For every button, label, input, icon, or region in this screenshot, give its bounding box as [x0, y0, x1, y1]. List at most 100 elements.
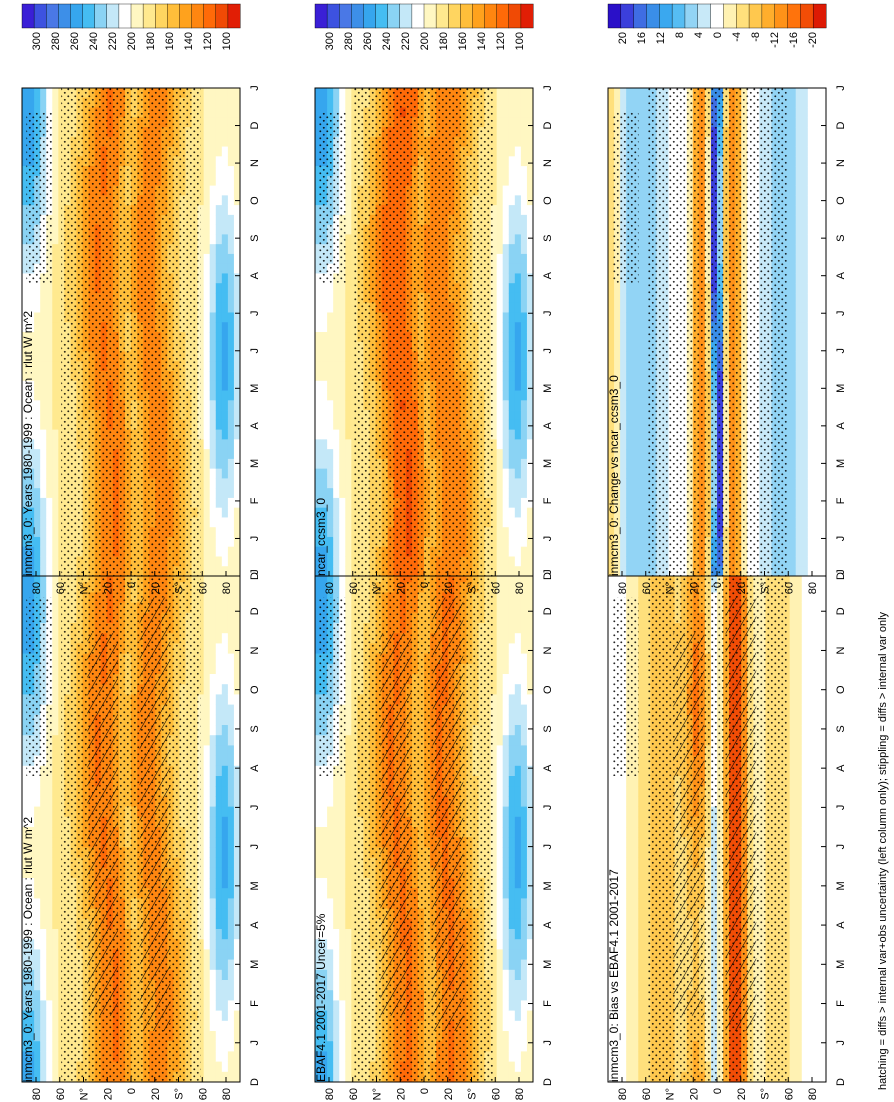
heatmap-cell [52, 1031, 59, 1042]
heatmap-cell [345, 990, 352, 1001]
heatmap-cell [40, 429, 47, 440]
heatmap-cell [209, 361, 217, 372]
heatmap-cell [209, 136, 217, 147]
heatmap-cell [321, 1000, 328, 1011]
heatmap-cell [233, 546, 241, 557]
heatmap-cell [221, 292, 229, 304]
heatmap-cell [333, 949, 340, 960]
heatmap-cell [203, 371, 211, 382]
heatmap-cell [52, 527, 59, 538]
month-tick-label: J [249, 536, 261, 542]
heatmap-cell [227, 410, 235, 421]
heatmap-cell [22, 371, 29, 382]
heatmap-cell [46, 292, 53, 304]
heatmap-cell [227, 156, 235, 167]
heatmap-cell [345, 633, 352, 644]
heatmap-cell [52, 292, 59, 304]
heatmap-cell [52, 816, 59, 828]
heatmap-cell [197, 643, 205, 654]
month-tick-label: D [249, 607, 261, 615]
heatmap-cell [333, 1000, 340, 1011]
heatmap-cell [46, 322, 53, 333]
heatmap-cell [315, 1061, 322, 1073]
heatmap-cell [221, 1051, 229, 1062]
heatmap-cell [52, 949, 59, 960]
heatmap-cell [28, 88, 35, 99]
heatmap-cell [203, 283, 211, 294]
heatmap-cell [197, 847, 205, 858]
heatmap-cell [46, 786, 53, 797]
heatmap-cell [227, 1031, 235, 1042]
heatmap-cell [34, 88, 41, 99]
heatmap-cell [215, 127, 223, 138]
heatmap-cell [227, 674, 235, 685]
heatmap-cell [227, 867, 235, 879]
heatmap-cell [209, 653, 217, 665]
heatmap-cell [215, 980, 223, 991]
heatmap-cell [22, 136, 29, 147]
heatmap-cell [221, 341, 229, 352]
heatmap-cell [233, 400, 241, 411]
heatmap-cell [197, 592, 205, 603]
month-tick-label: M [249, 881, 261, 890]
heatmap-cell [215, 312, 223, 323]
heatmap-cell [315, 857, 322, 869]
heatmap-cell [215, 929, 223, 940]
heatmap-cell [52, 929, 59, 940]
heatmap-cell [233, 88, 241, 99]
heatmap-cell [52, 1020, 59, 1032]
heatmap-cell [209, 990, 217, 1001]
heatmap-cell [40, 878, 47, 889]
heatmap-cell [40, 837, 47, 848]
heatmap-cell [203, 776, 211, 787]
heatmap-cell [221, 582, 229, 593]
heatmap-cell [227, 929, 235, 940]
heatmap-cell [22, 674, 29, 685]
heatmap-cell [203, 786, 211, 797]
heatmap-cell [233, 949, 241, 960]
heatmap-cell [52, 536, 59, 548]
heatmap-cell [40, 361, 47, 372]
heatmap-cell [28, 959, 35, 971]
heatmap-cell [333, 939, 340, 950]
heatmap-cell [227, 837, 235, 848]
heatmap-cell [221, 410, 229, 421]
heatmap-cell [233, 185, 241, 196]
heatmap-cell [22, 458, 29, 470]
heatmap-cell [22, 214, 29, 226]
heatmap-cell [221, 536, 229, 548]
heatmap-cell [215, 439, 223, 450]
heatmap-cell [34, 410, 41, 421]
heatmap-cell [40, 488, 47, 499]
heatmap-cell [227, 341, 235, 352]
heatmap-cell [203, 796, 211, 807]
colorbar-label: 260 [69, 32, 81, 50]
heatmap-cell [197, 312, 205, 323]
heatmap-cell [28, 527, 35, 538]
heatmap-cell [315, 827, 322, 838]
heatmap-cell [215, 527, 223, 538]
heatmap-cell [221, 439, 229, 450]
heatmap-cell [197, 117, 205, 128]
heatmap-cell [345, 806, 352, 818]
heatmap-cell [28, 827, 35, 838]
heatmap-cell [28, 1000, 35, 1011]
heatmap-cell [40, 390, 47, 401]
heatmap-cell [209, 224, 217, 235]
heatmap-cell [233, 572, 241, 583]
heatmap-cell [28, 507, 35, 518]
heatmap-cell [227, 776, 235, 787]
heatmap-cell [46, 908, 53, 920]
heatmap-cell [52, 332, 59, 343]
heatmap-cell [22, 429, 29, 440]
heatmap-cell [333, 898, 340, 909]
heatmap-cell [28, 332, 35, 343]
heatmap-cell [22, 536, 29, 548]
heatmap-cell [327, 796, 334, 807]
heatmap-cell [227, 623, 235, 634]
heatmap-cell [209, 351, 217, 362]
heatmap-cell [221, 214, 229, 226]
heatmap-cell [197, 857, 205, 869]
heatmap-cell [52, 273, 59, 284]
